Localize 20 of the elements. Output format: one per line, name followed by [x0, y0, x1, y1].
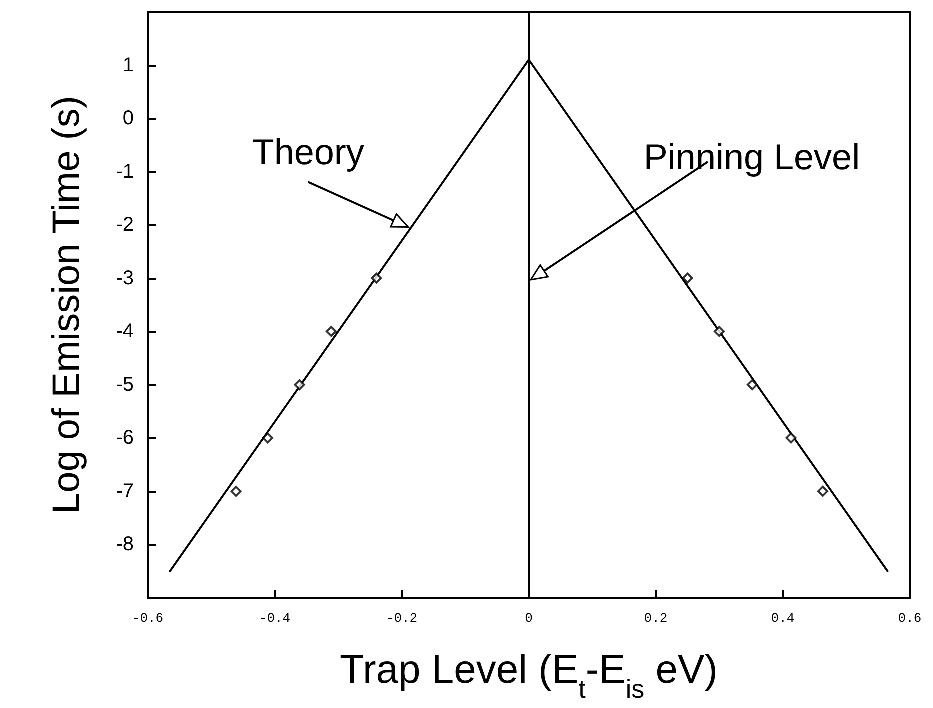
- x-tick-label: 0.4: [771, 611, 795, 626]
- y-tick-label: -6: [116, 427, 134, 450]
- x-tick-label: 0: [525, 611, 533, 626]
- annotation: Pinning Level: [644, 136, 860, 178]
- y-tick-label: -3: [116, 267, 134, 290]
- x-tick-label: 0.6: [898, 611, 922, 626]
- y-tick-label: 1: [122, 54, 134, 76]
- y-tick-label: -7: [116, 480, 134, 502]
- x-tick-label: -0.4: [259, 611, 291, 626]
- y-tick-label: 0: [122, 108, 134, 130]
- x-tick-label: -0.6: [132, 611, 164, 626]
- x-tick-label: 0.2: [644, 611, 668, 626]
- annotation: Theory: [252, 132, 364, 173]
- y-tick-label: -5: [116, 374, 134, 396]
- y-tick-label: -8: [116, 534, 134, 556]
- y-tick-label: -2: [116, 214, 134, 236]
- y-tick-label: -4: [116, 320, 134, 343]
- x-tick-label: -0.2: [386, 611, 418, 626]
- y-tick-label: -1: [116, 160, 134, 183]
- y-axis-title: Log of Emission Time (s): [46, 96, 88, 514]
